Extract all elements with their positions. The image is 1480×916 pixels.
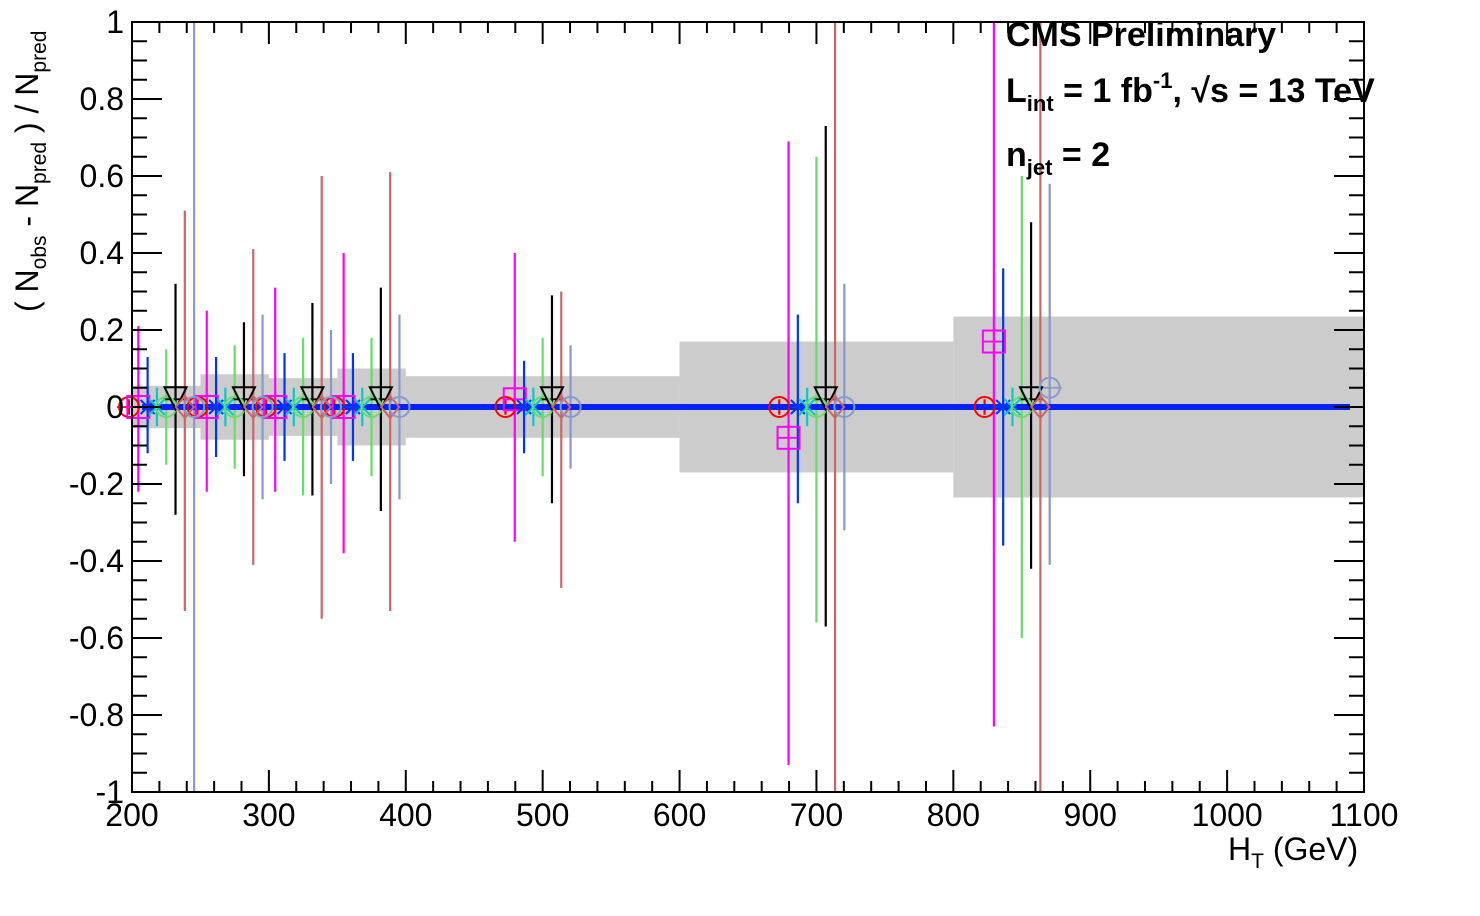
marker-s6-p5 [824,394,846,420]
x-tick-label-8: 1000 [1192,797,1263,833]
y-axis-title-p3: ) / N [9,73,45,142]
annotation-njet: njet = 2 [1006,136,1110,180]
marker-s1-p6 [981,329,1006,354]
x-tick-label-0: 200 [105,797,158,833]
annotation-int: int [1027,91,1055,116]
y-tick-label-2: -0.6 [69,620,124,656]
marker-s7-p3 [388,396,411,418]
annotation-l: L [1006,72,1027,110]
marker-s7-p2 [320,396,343,418]
x-tick-label-3: 500 [516,797,569,833]
y-tick-label-1: -0.8 [69,697,124,733]
x-tick-label-1: 300 [242,797,295,833]
y-tick-label-5: 0 [106,389,124,425]
annotation-exp: -1 [1153,68,1173,93]
annotation-njet-value: = 2 [1052,136,1110,174]
marker-s2-p2 [275,398,294,416]
marker-s2-p3 [343,398,362,416]
x-axis-title-main: H [1228,831,1251,867]
marker-s5-p0 [162,386,189,412]
x-tick-label-4: 600 [653,797,706,833]
x-tick-label-9: 1100 [1330,797,1399,833]
y-tick-label-4: -0.2 [69,466,124,502]
y-tick-label-0: -1 [96,774,124,810]
y-axis-title-s2: pred [28,142,51,184]
marker-s2-p4 [515,398,534,416]
y-axis-title-p1: ( N [9,269,45,312]
y-tick-label-3: -0.4 [69,543,124,579]
marker-s2-p6 [994,398,1013,416]
axis-ticks [131,21,1365,793]
annotation-fb: = 1 fb [1054,72,1153,110]
marker-s5-p5 [813,386,839,412]
annotation-cms-preliminary: CMS Preliminary [1006,16,1276,54]
x-tick-label-7: 900 [1064,797,1117,833]
marker-s5-p4 [539,386,565,412]
marker-s5-p6 [1018,386,1044,412]
y-tick-label-6: 0.2 [80,312,124,348]
data-markers [118,329,1061,450]
x-tick-label-2: 400 [379,797,432,833]
annotation-energy: , √s = 13 TeV [1172,72,1375,110]
y-axis-title-s3: pred [28,31,51,73]
marker-s6-p0 [174,394,196,420]
y-tick-label-7: 0.4 [80,235,124,271]
x-axis-title-sub: T [1251,850,1264,873]
x-tick-label-5: 700 [790,797,843,833]
marker-s5-p1 [231,386,257,412]
marker-s2-p5 [788,398,807,416]
x-axis-title: HT (GeV) [1228,831,1358,873]
marker-s6-p4 [550,394,572,420]
marker-s1-p5 [776,425,801,450]
marker-s7-p6 [1038,376,1061,399]
marker-s6-p3 [379,394,401,420]
y-tick-label-10: 1 [106,4,124,40]
marker-s7-p0 [183,396,206,418]
marker-s5-p3 [368,386,394,412]
y-tick-label-9: 0.8 [80,81,124,117]
y-axis-title-s1: obs [28,235,51,269]
marker-s2-p1 [207,398,226,416]
marker-s6-p1 [242,394,264,420]
marker-s7-p5 [833,396,856,418]
y-axis-title: ( Nobs - Npred ) / Npred [9,31,51,312]
marker-s7-p1 [251,396,274,418]
marker-s6-p6 [1030,394,1051,420]
annotation-luminosity: Lint = 1 fb-1, √s = 13 TeV [1006,68,1375,116]
y-axis-title-p2: - N [9,184,45,236]
marker-s5-p2 [299,386,326,412]
tick-labels: 200 300 400 500 600 700 800 900 1000 1100 -1 -0.8 -0… [69,4,1399,833]
annotation-jet: jet [1026,155,1053,180]
x-axis-title-unit: (GeV) [1264,831,1358,867]
annotation-n: n [1006,136,1027,174]
y-tick-label-8: 0.6 [80,158,124,194]
marker-s7-p4 [559,396,582,418]
x-tick-label-6: 800 [927,797,980,833]
marker-s6-p2 [311,394,333,420]
